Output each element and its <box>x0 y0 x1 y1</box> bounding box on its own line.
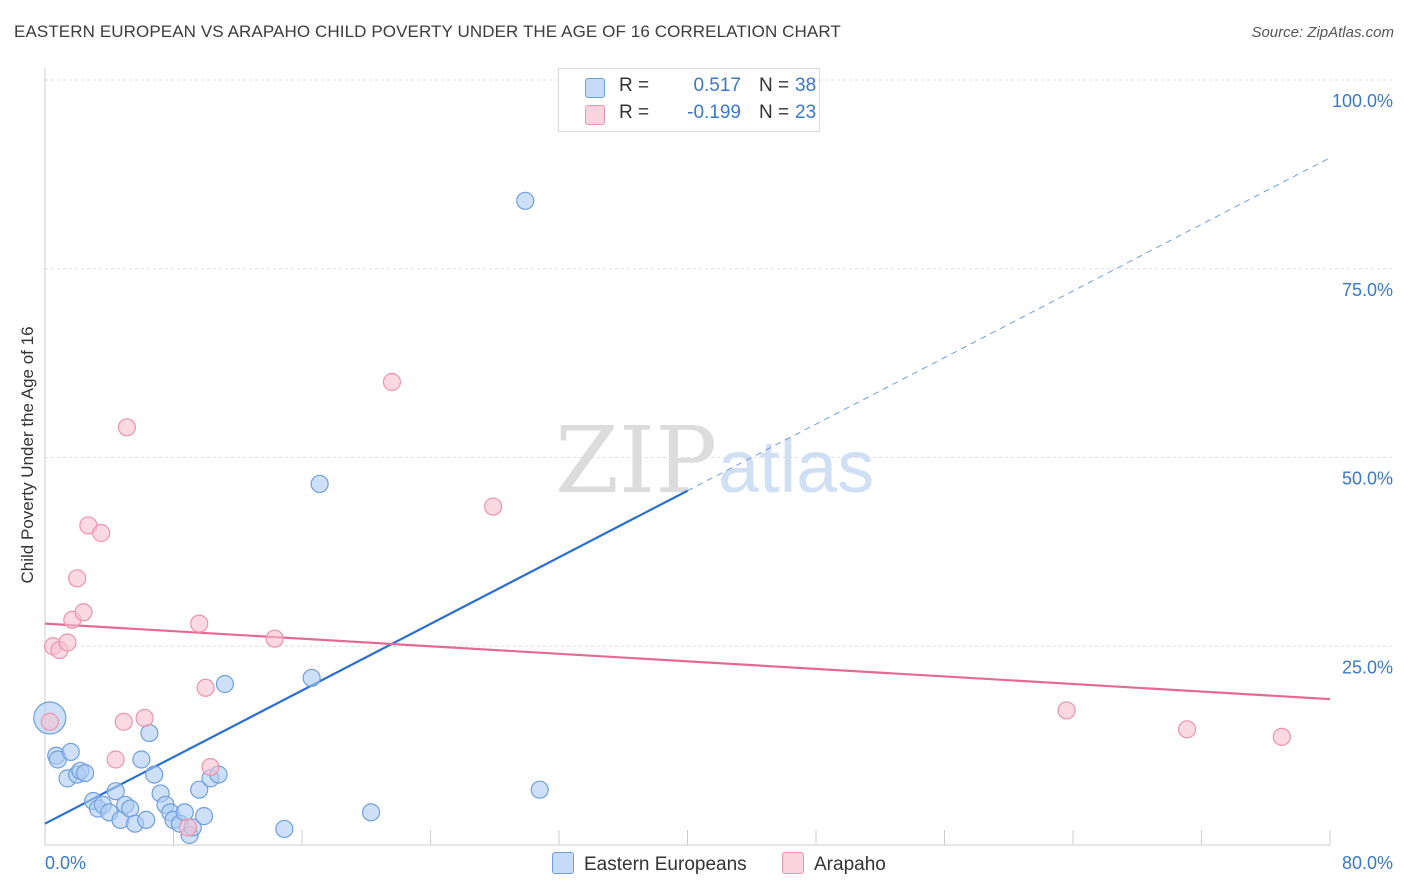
x-tick-label: 0.0% <box>45 853 86 873</box>
legend-n-value: 23 <box>795 102 817 123</box>
x-tick-labels: 0.0% 80.0% <box>45 853 1393 873</box>
legend-swatch-pink <box>585 105 605 125</box>
y-tick-label: 50.0% <box>1342 469 1393 489</box>
legend-n-label: N = <box>759 75 790 96</box>
legend-n-label: N = <box>759 102 790 123</box>
y-tick-labels: 25.0% 50.0% 75.0% 100.0% <box>1332 91 1393 677</box>
point-arapaho <box>265 629 284 648</box>
trend-line-extension-eastern-europeans <box>687 157 1331 492</box>
source-label: Source: ZipAtlas.com <box>1251 24 1394 41</box>
watermark-zip: ZIP <box>555 407 717 514</box>
point-eastern-european <box>106 782 125 801</box>
point-arapaho <box>1057 701 1076 720</box>
legend-r-value: 0.517 <box>693 75 741 96</box>
point-arapaho <box>484 497 503 516</box>
point-eastern-european <box>194 807 214 826</box>
legend-swatch-blue <box>585 78 605 98</box>
point-eastern-european <box>76 763 95 783</box>
legend-r-label: R = <box>619 102 650 123</box>
y-tick-label: 25.0% <box>1342 657 1393 677</box>
point-eastern-european <box>302 668 321 688</box>
series-name: Arapaho <box>814 854 886 875</box>
point-arapaho <box>178 818 198 837</box>
point-eastern-european <box>310 474 329 494</box>
point-eastern-european <box>132 750 151 769</box>
point-arapaho <box>68 569 87 588</box>
legend-n-value: 38 <box>795 75 817 96</box>
point-arapaho <box>40 712 59 731</box>
point-eastern-european <box>361 803 381 822</box>
y-tick-label: 100.0% <box>1332 91 1393 111</box>
y-axis-label: Child Poverty Under the Age of 16 <box>18 326 37 583</box>
x-tick-label: 80.0% <box>1342 853 1393 873</box>
point-arapaho <box>382 372 402 392</box>
point-arapaho <box>114 712 133 731</box>
point-arapaho <box>106 750 125 769</box>
series-swatch-blue <box>552 852 574 874</box>
correlation-legend: R = 0.517 N = 38 R = -0.199 N = 23 <box>558 68 820 132</box>
point-eastern-european <box>275 819 294 839</box>
point-arapaho <box>58 633 77 652</box>
point-eastern-european <box>215 674 234 694</box>
point-eastern-european <box>137 810 156 830</box>
legend-r-label: R = <box>619 75 650 96</box>
point-arapaho <box>135 708 154 728</box>
point-arapaho <box>1272 727 1291 746</box>
gridlines <box>45 79 1392 647</box>
point-arapaho <box>196 678 215 697</box>
point-arapaho <box>74 603 93 622</box>
point-eastern-european <box>190 780 209 799</box>
point-arapaho <box>92 523 111 543</box>
legend-r-value: -0.199 <box>687 102 741 123</box>
point-eastern-european <box>140 723 159 743</box>
data-points <box>33 191 1291 845</box>
y-tick-label: 75.0% <box>1342 280 1393 300</box>
series-legend-eastern-europeans: Eastern Europeans <box>552 852 747 876</box>
point-eastern-european <box>530 780 549 799</box>
point-eastern-european <box>175 803 194 822</box>
series-swatch-pink <box>782 852 804 874</box>
point-arapaho <box>201 757 220 777</box>
point-eastern-european <box>145 765 164 784</box>
point-arapaho <box>117 418 137 437</box>
trend-line-eastern-europeans <box>44 489 689 825</box>
watermark-atlas: atlas <box>718 425 874 508</box>
series-name: Eastern Europeans <box>584 854 747 875</box>
series-legend-arapaho: Arapaho <box>782 852 886 876</box>
point-arapaho <box>1177 720 1197 739</box>
trend-lines <box>44 157 1331 825</box>
point-arapaho <box>190 614 209 633</box>
point-eastern-european <box>61 742 80 762</box>
chart-title: EASTERN EUROPEAN VS ARAPAHO CHILD POVERT… <box>14 22 841 41</box>
point-eastern-european <box>121 799 140 818</box>
trend-line-arapaho <box>44 622 1331 701</box>
point-eastern-european <box>516 191 535 210</box>
